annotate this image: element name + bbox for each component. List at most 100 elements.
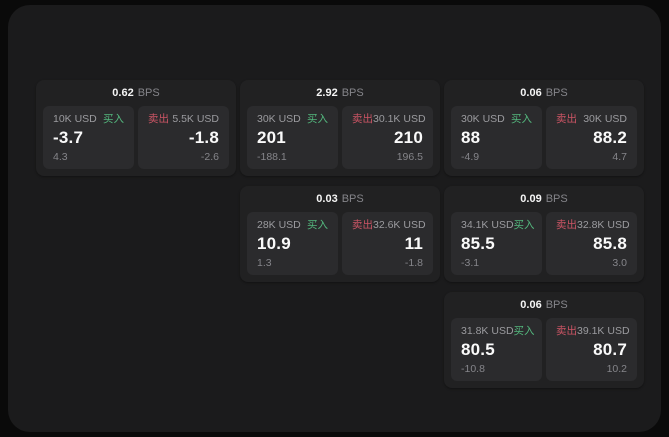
- buy-panel[interactable]: 10K USD 买入 -3.7 4.3: [43, 106, 134, 169]
- buy-price: 10.9: [257, 233, 291, 253]
- bps-value: 0.09: [520, 192, 542, 205]
- sell-panel[interactable]: 卖出 30K USD 88.2 4.7: [546, 106, 637, 169]
- sell-price: -1.8: [188, 127, 219, 147]
- buy-price: 88: [461, 127, 481, 147]
- buy-panel-top: 31.8K USD 买入: [461, 325, 535, 337]
- buy-sub-value: -4.9: [461, 150, 480, 163]
- buy-price: -3.7: [53, 127, 84, 147]
- quote-card[interactable]: 0.09 BPS 34.1K USD 买入 85.5 -3.1 卖出 32.8K…: [444, 186, 644, 282]
- buy-sub-value: 4.3: [53, 150, 68, 163]
- buy-side-label: 买入: [307, 219, 328, 231]
- sell-panel[interactable]: 卖出 30.1K USD 210 196.5: [342, 106, 433, 169]
- sell-panel-top: 卖出 30K USD: [556, 114, 627, 125]
- cards-grid: 0.62 BPS 10K USD 买入 -3.7 4.3 卖出 5.5K USD…: [36, 80, 644, 388]
- sell-panel-top: 卖出 32.8K USD: [556, 219, 630, 231]
- sell-amount: 32.6K USD: [373, 219, 426, 231]
- quote-card[interactable]: 0.03 BPS 28K USD 买入 10.9 1.3 卖出 32.6K US…: [240, 186, 440, 282]
- sell-price: 85.8: [593, 233, 627, 253]
- bps-value: 0.62: [112, 86, 134, 99]
- sell-sub-value: -1.8: [404, 256, 423, 269]
- sell-sub-value: -2.6: [200, 150, 219, 163]
- sell-amount: 5.5K USD: [172, 113, 219, 125]
- sell-amount: 39.1K USD: [577, 325, 630, 337]
- quote-card[interactable]: 2.92 BPS 30K USD 买入 201 -188.1 卖出 30.1K …: [240, 80, 440, 176]
- buy-panel-top: 30K USD 买入: [257, 114, 328, 125]
- buy-amount: 31.8K USD: [461, 325, 514, 337]
- sell-amount: 32.8K USD: [577, 219, 630, 231]
- sell-sub-value: 10.2: [606, 362, 627, 375]
- card-body: 34.1K USD 买入 85.5 -3.1 卖出 32.8K USD 85.8…: [444, 212, 644, 282]
- buy-panel-top: 10K USD 买入: [53, 114, 124, 125]
- sell-panel[interactable]: 卖出 32.8K USD 85.8 3.0: [546, 212, 637, 275]
- sell-amount: 30.1K USD: [373, 113, 426, 125]
- card-header: 0.03 BPS: [240, 186, 440, 212]
- buy-amount: 28K USD: [257, 219, 301, 231]
- sell-panel-top: 卖出 32.6K USD: [352, 219, 426, 231]
- sell-price: 210: [394, 127, 423, 147]
- card-header: 0.06 BPS: [444, 292, 644, 318]
- buy-panel-top: 30K USD 买入: [461, 114, 532, 125]
- quote-card[interactable]: 0.06 BPS 30K USD 买入 88 -4.9 卖出 30K USD 8…: [444, 80, 644, 176]
- sell-sub-value: 3.0: [612, 256, 627, 269]
- bps-unit-label: BPS: [545, 86, 568, 99]
- buy-side-label: 买入: [513, 325, 535, 337]
- buy-price: 201: [257, 127, 286, 147]
- card-header: 2.92 BPS: [240, 80, 440, 106]
- buy-side-label: 买入: [103, 113, 124, 125]
- buy-sub-value: 1.3: [257, 256, 272, 269]
- card-body: 30K USD 买入 88 -4.9 卖出 30K USD 88.2 4.7: [444, 106, 644, 176]
- card-body: 10K USD 买入 -3.7 4.3 卖出 5.5K USD -1.8 -2.…: [36, 106, 236, 176]
- sell-panel[interactable]: 卖出 39.1K USD 80.7 10.2: [546, 318, 637, 381]
- sell-panel-top: 卖出 30.1K USD: [352, 113, 426, 125]
- buy-price: 80.5: [461, 339, 495, 359]
- card-header: 0.06 BPS: [444, 80, 644, 106]
- buy-panel[interactable]: 30K USD 买入 201 -188.1: [247, 106, 338, 169]
- buy-side-label: 买入: [513, 219, 535, 231]
- bps-value: 0.03: [316, 192, 338, 205]
- buy-amount: 34.1K USD: [461, 219, 514, 231]
- sell-price: 11: [404, 233, 423, 253]
- sell-panel-top: 卖出 39.1K USD: [556, 325, 630, 337]
- sell-amount: 30K USD: [583, 113, 627, 125]
- buy-sub-value: -3.1: [461, 256, 480, 269]
- card-header: 0.09 BPS: [444, 186, 644, 212]
- sell-side-label: 卖出: [148, 113, 169, 125]
- buy-side-label: 买入: [511, 113, 532, 125]
- sell-sub-value: 196.5: [396, 150, 423, 163]
- buy-sub-value: -10.8: [461, 362, 485, 375]
- buy-side-label: 买入: [307, 113, 328, 125]
- buy-panel[interactable]: 28K USD 买入 10.9 1.3: [247, 212, 338, 275]
- sell-sub-value: 4.7: [612, 150, 627, 163]
- bps-value: 0.06: [520, 86, 542, 99]
- bps-unit-label: BPS: [341, 192, 364, 205]
- buy-panel-top: 34.1K USD 买入: [461, 219, 535, 231]
- bps-value: 0.06: [520, 298, 542, 311]
- bps-unit-label: BPS: [545, 298, 568, 311]
- main-panel: 0.62 BPS 10K USD 买入 -3.7 4.3 卖出 5.5K USD…: [8, 5, 661, 432]
- buy-panel-top: 28K USD 买入: [257, 220, 328, 231]
- sell-side-label: 卖出: [556, 113, 577, 125]
- bps-unit-label: BPS: [341, 86, 364, 99]
- buy-amount: 30K USD: [257, 113, 301, 125]
- sell-panel-top: 卖出 5.5K USD: [148, 114, 219, 125]
- sell-side-label: 卖出: [556, 325, 577, 337]
- card-body: 28K USD 买入 10.9 1.3 卖出 32.6K USD 11 -1.8: [240, 212, 440, 282]
- sell-side-label: 卖出: [352, 219, 373, 231]
- card-body: 31.8K USD 买入 80.5 -10.8 卖出 39.1K USD 80.…: [444, 318, 644, 388]
- buy-price: 85.5: [461, 233, 495, 253]
- sell-price: 80.7: [593, 339, 627, 359]
- quote-card[interactable]: 0.62 BPS 10K USD 买入 -3.7 4.3 卖出 5.5K USD…: [36, 80, 236, 176]
- buy-amount: 10K USD: [53, 113, 97, 125]
- buy-sub-value: -188.1: [257, 150, 287, 163]
- buy-panel[interactable]: 30K USD 买入 88 -4.9: [451, 106, 542, 169]
- bps-unit-label: BPS: [545, 192, 568, 205]
- buy-panel[interactable]: 31.8K USD 买入 80.5 -10.8: [451, 318, 542, 381]
- sell-side-label: 卖出: [556, 219, 577, 231]
- card-body: 30K USD 买入 201 -188.1 卖出 30.1K USD 210 1…: [240, 106, 440, 176]
- quote-card[interactable]: 0.06 BPS 31.8K USD 买入 80.5 -10.8 卖出 39.1…: [444, 292, 644, 388]
- bps-unit-label: BPS: [137, 86, 160, 99]
- sell-panel[interactable]: 卖出 5.5K USD -1.8 -2.6: [138, 106, 229, 169]
- sell-panel[interactable]: 卖出 32.6K USD 11 -1.8: [342, 212, 433, 275]
- buy-amount: 30K USD: [461, 113, 505, 125]
- buy-panel[interactable]: 34.1K USD 买入 85.5 -3.1: [451, 212, 542, 275]
